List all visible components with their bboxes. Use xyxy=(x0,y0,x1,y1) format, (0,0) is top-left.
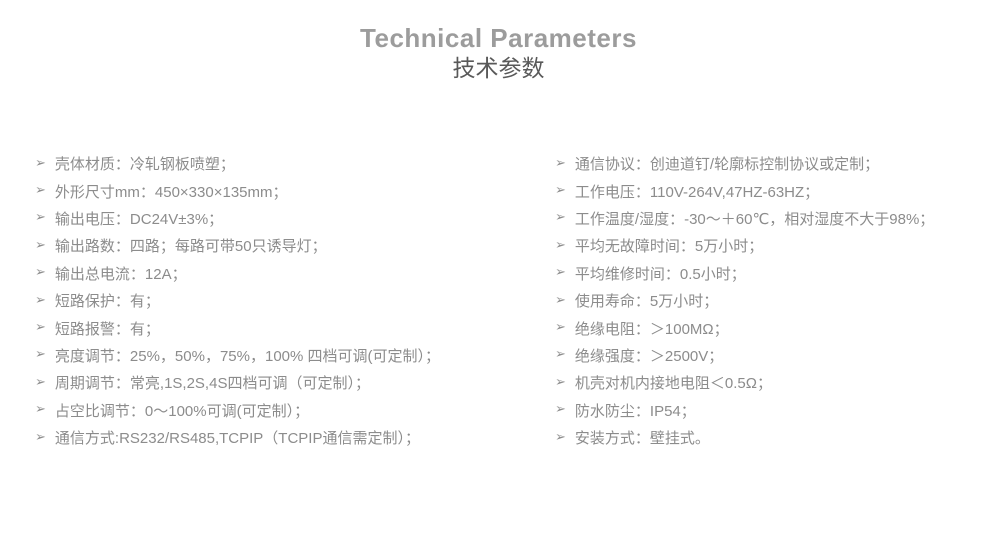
spec-text: 安装方式：壁挂式。 xyxy=(574,430,710,448)
arrow-bullet-icon: ➢ xyxy=(555,346,566,362)
arrow-bullet-icon: ➢ xyxy=(35,209,46,225)
arrow-bullet-icon: ➢ xyxy=(555,401,566,417)
spec-item: ➢ 安装方式：壁挂式。 xyxy=(555,424,995,451)
spec-text: 壳体材质：冷轧钢板喷塑； xyxy=(54,156,235,174)
spec-text: 绝缘电阻：＞100MΩ； xyxy=(574,320,729,338)
spec-text: 工作温度/湿度：-30～＋60℃，相对湿度不大于98%； xyxy=(574,210,935,228)
arrow-bullet-icon: ➢ xyxy=(555,236,566,252)
spec-item: ➢ 工作温度/湿度：-30～＋60℃，相对湿度不大于98%； xyxy=(555,205,995,232)
arrow-bullet-icon: ➢ xyxy=(555,209,566,225)
arrow-bullet-icon: ➢ xyxy=(35,401,46,417)
spec-text: 输出电压：DC24V±3%； xyxy=(54,210,224,228)
spec-column-right: ➢ 通信协议：创迪道钉/轮廓标控制协议或定制； ➢ 工作电压：110V-264V… xyxy=(555,150,995,451)
arrow-bullet-icon: ➢ xyxy=(35,373,46,389)
spec-item: ➢ 输出总电流：12A； xyxy=(35,260,520,287)
spec-text: 工作电压：110V-264V,47HZ-63HZ； xyxy=(574,183,820,201)
spec-item: ➢ 占空比调节：0～100%可调(可定制）； xyxy=(35,397,520,424)
page-header: Technical Parameters 技术参数 xyxy=(0,23,997,84)
spec-item: ➢ 平均无故障时间：5万小时； xyxy=(555,232,995,259)
spec-text: 亮度调节：25%，50%，75%，100% 四档可调(可定制）； xyxy=(54,347,441,365)
spec-item: ➢ 机壳对机内接地电阻＜0.5Ω； xyxy=(555,369,995,396)
arrow-bullet-icon: ➢ xyxy=(555,264,566,280)
spec-text: 占空比调节：0～100%可调(可定制）； xyxy=(54,402,310,420)
spec-text: 短路保护：有； xyxy=(54,293,160,311)
spec-text: 通信方式:RS232/RS485,TCPIP（TCPIP通信需定制）； xyxy=(54,430,420,448)
spec-text: 输出总电流：12A； xyxy=(54,265,187,283)
spec-item: ➢ 通信协议：创迪道钉/轮廓标控制协议或定制； xyxy=(555,150,995,177)
spec-item: ➢ 周期调节：常亮,1S,2S,4S四档可调（可定制）； xyxy=(35,369,520,396)
arrow-bullet-icon: ➢ xyxy=(555,154,566,170)
spec-text: 周期调节：常亮,1S,2S,4S四档可调（可定制）； xyxy=(54,375,370,393)
spec-text: 外形尺寸mm：450×330×135mm； xyxy=(54,183,288,201)
arrow-bullet-icon: ➢ xyxy=(555,319,566,335)
spec-item: ➢ 输出电压：DC24V±3%； xyxy=(35,205,520,232)
spec-text: 平均无故障时间：5万小时； xyxy=(574,238,764,256)
arrow-bullet-icon: ➢ xyxy=(35,346,46,362)
arrow-bullet-icon: ➢ xyxy=(555,182,566,198)
arrow-bullet-icon: ➢ xyxy=(35,154,46,170)
spec-item: ➢ 短路保护：有； xyxy=(35,287,520,314)
arrow-bullet-icon: ➢ xyxy=(35,264,46,280)
arrow-bullet-icon: ➢ xyxy=(35,291,46,307)
spec-text: 使用寿命：5万小时； xyxy=(574,293,719,311)
spec-item: ➢ 防水防尘：IP54； xyxy=(555,397,995,424)
spec-item: ➢ 使用寿命：5万小时； xyxy=(555,287,995,314)
arrow-bullet-icon: ➢ xyxy=(35,236,46,252)
spec-item: ➢ 外形尺寸mm：450×330×135mm； xyxy=(35,177,520,204)
spec-text: 通信协议：创迪道钉/轮廓标控制协议或定制； xyxy=(574,156,880,174)
spec-text: 绝缘强度：＞2500V； xyxy=(574,347,724,365)
arrow-bullet-icon: ➢ xyxy=(555,373,566,389)
spec-text: 机壳对机内接地电阻＜0.5Ω； xyxy=(574,375,772,393)
spec-item: ➢ 壳体材质：冷轧钢板喷塑； xyxy=(35,150,520,177)
page-title-english: Technical Parameters xyxy=(360,23,637,53)
spec-item: ➢ 绝缘强度：＞2500V； xyxy=(555,342,995,369)
spec-text: 平均维修时间：0.5小时； xyxy=(574,265,746,283)
spec-item: ➢ 平均维修时间：0.5小时； xyxy=(555,260,995,287)
spec-item: ➢ 输出路数：四路；每路可带50只诱导灯； xyxy=(35,232,520,259)
arrow-bullet-icon: ➢ xyxy=(555,428,566,444)
arrow-bullet-icon: ➢ xyxy=(35,319,46,335)
arrow-bullet-icon: ➢ xyxy=(555,291,566,307)
spec-item: ➢ 亮度调节：25%，50%，75%，100% 四档可调(可定制）； xyxy=(35,342,520,369)
spec-item: ➢ 短路报警：有； xyxy=(35,314,520,341)
spec-text: 输出路数：四路；每路可带50只诱导灯； xyxy=(54,238,327,256)
spec-text: 防水防尘：IP54； xyxy=(574,402,696,420)
spec-item: ➢ 通信方式:RS232/RS485,TCPIP（TCPIP通信需定制）； xyxy=(35,424,520,451)
page-title-chinese: 技术参数 xyxy=(452,54,545,81)
spec-column-left: ➢ 壳体材质：冷轧钢板喷塑； ➢ 外形尺寸mm：450×330×135mm； ➢… xyxy=(35,150,520,451)
arrow-bullet-icon: ➢ xyxy=(35,182,46,198)
spec-item: ➢ 工作电压：110V-264V,47HZ-63HZ； xyxy=(555,177,995,204)
arrow-bullet-icon: ➢ xyxy=(35,428,46,444)
spec-item: ➢ 绝缘电阻：＞100MΩ； xyxy=(555,314,995,341)
spec-text: 短路报警：有； xyxy=(54,320,160,338)
